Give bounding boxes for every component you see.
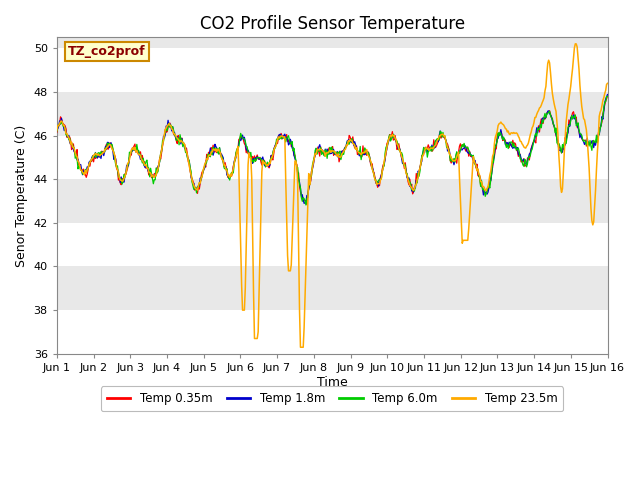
Y-axis label: Senor Temperature (C): Senor Temperature (C) [15, 124, 28, 267]
Bar [57, 135, 607, 179]
Text: TZ_co2prof: TZ_co2prof [68, 45, 145, 58]
Legend: Temp 0.35m, Temp 1.8m, Temp 6.0m, Temp 23.5m: Temp 0.35m, Temp 1.8m, Temp 6.0m, Temp 2… [101, 386, 563, 411]
Title: CO2 Profile Sensor Temperature: CO2 Profile Sensor Temperature [200, 15, 465, 33]
Bar [57, 310, 607, 354]
Bar [57, 48, 607, 92]
X-axis label: Time: Time [317, 375, 348, 389]
Bar [57, 223, 607, 266]
